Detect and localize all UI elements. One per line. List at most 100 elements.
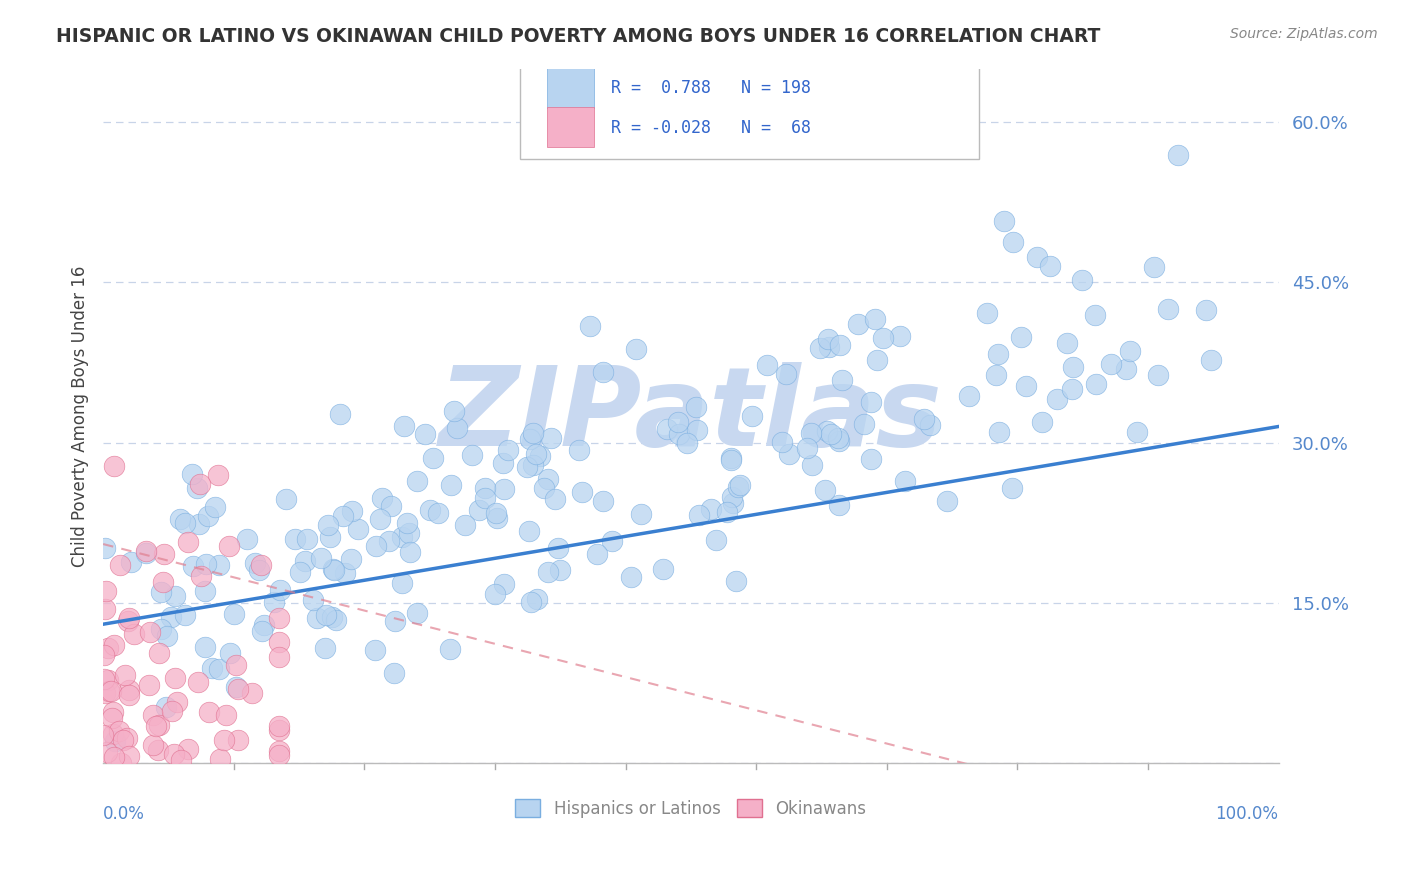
Point <box>197 509 219 524</box>
Point <box>269 635 291 649</box>
Point <box>322 561 344 575</box>
Point <box>675 436 697 450</box>
Point <box>688 508 710 522</box>
Point <box>163 747 186 761</box>
Point <box>592 365 614 379</box>
Point <box>247 563 270 577</box>
Point <box>325 614 347 628</box>
Point <box>1046 392 1069 406</box>
Point <box>101 711 124 725</box>
Point <box>1010 330 1032 344</box>
Point <box>817 332 839 346</box>
Point <box>1143 260 1166 274</box>
Point <box>492 483 515 497</box>
Point <box>1001 235 1024 249</box>
Point <box>517 524 540 538</box>
Point <box>406 474 429 488</box>
Point <box>704 533 727 548</box>
Point <box>720 451 742 466</box>
Point <box>526 592 548 607</box>
Point <box>1157 302 1180 317</box>
Point <box>519 432 541 446</box>
Point <box>118 611 141 625</box>
Point <box>474 491 496 505</box>
Point <box>1026 250 1049 264</box>
Point <box>142 738 165 752</box>
Point <box>295 532 318 546</box>
Point <box>592 494 614 508</box>
Point <box>872 331 894 345</box>
Point <box>329 407 352 421</box>
Point <box>1031 416 1053 430</box>
Point <box>150 585 173 599</box>
Point <box>485 510 508 524</box>
Point <box>399 545 422 559</box>
Point <box>214 707 236 722</box>
Point <box>94 583 117 598</box>
Point <box>183 559 205 574</box>
Point <box>366 539 388 553</box>
Point <box>117 614 139 628</box>
Point <box>186 481 208 495</box>
Point <box>721 490 744 504</box>
Point <box>852 417 875 432</box>
Point <box>1115 362 1137 376</box>
Point <box>814 483 837 498</box>
Point <box>160 704 183 718</box>
Point <box>815 425 838 439</box>
Point <box>269 747 291 762</box>
Point <box>93 541 115 556</box>
Point <box>1015 378 1038 392</box>
Point <box>585 547 607 561</box>
Point <box>461 448 484 462</box>
Point <box>716 505 738 519</box>
Point <box>419 503 441 517</box>
Point <box>207 467 229 482</box>
Point <box>101 705 124 719</box>
Point <box>114 668 136 682</box>
Point <box>97 673 120 687</box>
Point <box>828 434 851 449</box>
Point <box>174 516 197 530</box>
Point <box>214 733 236 747</box>
Point <box>319 530 342 544</box>
Point <box>391 530 413 544</box>
Point <box>568 443 591 458</box>
Point <box>104 734 127 748</box>
Point <box>796 441 818 455</box>
Point <box>153 547 176 561</box>
Point <box>1001 481 1024 495</box>
Point <box>269 650 291 665</box>
Point <box>543 492 565 507</box>
Point <box>380 499 402 513</box>
Point <box>485 506 508 520</box>
Point <box>166 695 188 709</box>
Point <box>756 358 779 372</box>
Point <box>194 640 217 654</box>
Point <box>720 453 742 467</box>
Point <box>957 388 980 402</box>
Point <box>111 733 134 747</box>
Point <box>651 561 673 575</box>
Point <box>537 472 560 486</box>
Point <box>204 500 226 514</box>
Point <box>392 419 415 434</box>
Point <box>936 494 959 508</box>
Point <box>108 558 131 572</box>
Point <box>685 400 707 414</box>
Legend: Hispanics or Latinos, Okinawans: Hispanics or Latinos, Okinawans <box>509 793 873 824</box>
Point <box>118 683 141 698</box>
Point <box>533 481 555 495</box>
Point <box>226 732 249 747</box>
Point <box>209 752 232 766</box>
Point <box>828 498 851 512</box>
Point <box>986 368 1008 383</box>
Point <box>110 756 132 770</box>
Point <box>163 589 186 603</box>
Point <box>520 595 543 609</box>
Point <box>741 409 763 423</box>
Point <box>118 688 141 702</box>
Point <box>371 491 394 505</box>
Point <box>118 748 141 763</box>
Bar <box>547 107 595 147</box>
